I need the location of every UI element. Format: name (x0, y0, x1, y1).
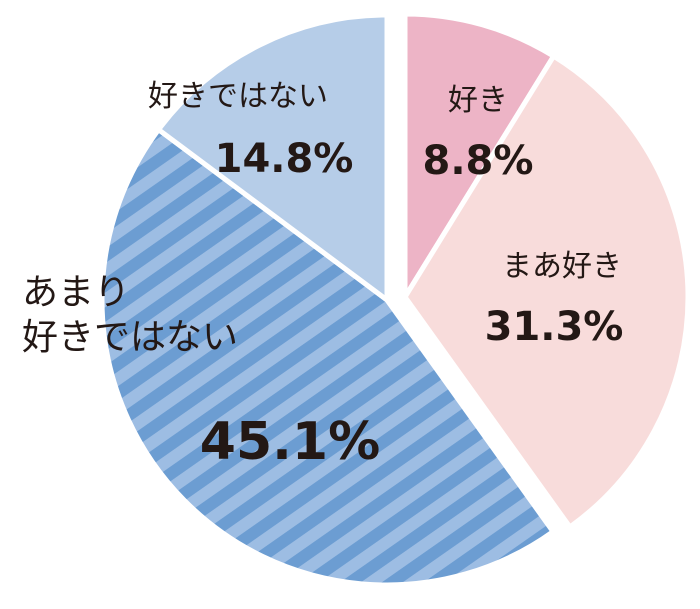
pie-slice (402, 11, 558, 306)
pie-slice (401, 52, 691, 531)
slice-label: あまり 好きではない (22, 272, 239, 358)
value-label: 45.1% (199, 412, 381, 472)
value-label: 14.8% (214, 136, 354, 182)
slice-label: 好きではない (148, 79, 328, 114)
pie-slice (155, 12, 390, 305)
slice-label: まあ好き (502, 249, 622, 284)
pie-slice (99, 126, 557, 588)
value-label: 8.8% (422, 138, 534, 184)
slice-label: 好き (448, 83, 508, 118)
value-label: 31.3% (484, 304, 624, 350)
